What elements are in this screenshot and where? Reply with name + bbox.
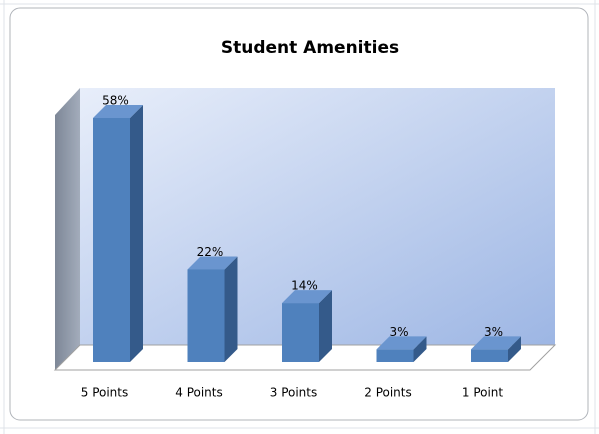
data-label: 14%: [291, 279, 318, 293]
bar-side: [413, 336, 427, 362]
x-tick-label: 2 Points: [364, 386, 412, 400]
bar-top: [187, 256, 238, 270]
bar: [376, 349, 414, 362]
x-tick-label: 1 Point: [462, 386, 504, 400]
bar: [93, 118, 130, 362]
bar-side: [508, 336, 521, 362]
bar-top: [376, 336, 427, 350]
bar: [282, 303, 319, 362]
bar: [187, 269, 225, 362]
side-wall: [55, 88, 80, 370]
bar-top: [282, 290, 332, 304]
bar-side: [319, 290, 332, 362]
data-label: 58%: [102, 94, 129, 108]
bar: [471, 349, 508, 362]
bar-top: [471, 336, 521, 350]
bar-side: [130, 105, 143, 362]
x-tick-label: 3 Points: [270, 386, 318, 400]
x-tick-label: 4 Points: [175, 386, 223, 400]
bar-top: [93, 105, 143, 118]
bar-side: [224, 256, 238, 362]
x-tick-label: 5 Points: [81, 386, 129, 400]
data-label: 3%: [389, 325, 408, 339]
data-label: 22%: [197, 245, 224, 259]
data-label: 3%: [484, 325, 503, 339]
chart-title: Student Amenities: [221, 38, 399, 58]
